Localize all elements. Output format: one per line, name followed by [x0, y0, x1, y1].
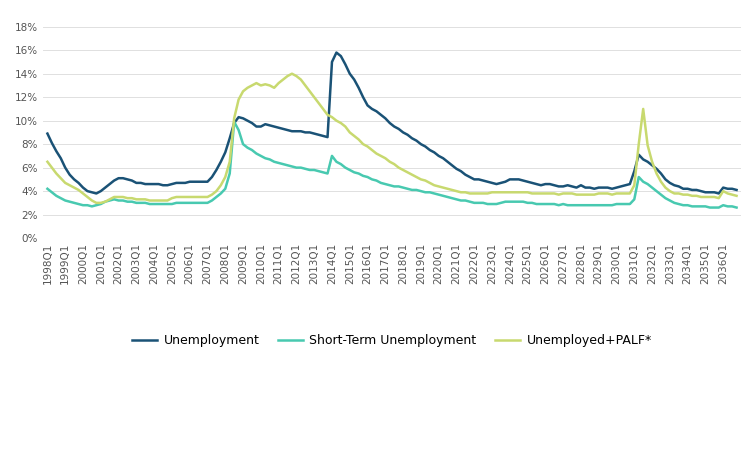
Line: Unemployed+PALF*: Unemployed+PALF*	[48, 74, 736, 203]
Unemployment	[221, 150, 230, 155]
Short-Term Unemployment	[216, 191, 225, 196]
Legend: Unemployment, Short-Term Unemployment, Unemployed+PALF*: Unemployment, Short-Term Unemployment, U…	[127, 329, 657, 352]
Unemployed+PALF*	[732, 193, 741, 198]
Short-Term Unemployment	[230, 119, 239, 125]
Unemployed+PALF*	[43, 159, 52, 164]
Unemployed+PALF*	[91, 200, 101, 206]
Short-Term Unemployment	[43, 186, 52, 191]
Unemployment	[608, 186, 617, 191]
Short-Term Unemployment	[305, 167, 314, 173]
Unemployment	[732, 187, 741, 193]
Unemployed+PALF*	[336, 120, 345, 126]
Unemployed+PALF*	[310, 94, 319, 100]
Unemployment	[528, 180, 537, 185]
Line: Unemployment: Unemployment	[48, 53, 736, 194]
Short-Term Unemployment	[603, 202, 612, 208]
Unemployment	[332, 50, 341, 55]
Short-Term Unemployment	[523, 200, 532, 206]
Short-Term Unemployment	[332, 159, 341, 164]
Short-Term Unemployment	[732, 205, 741, 210]
Line: Short-Term Unemployment: Short-Term Unemployment	[48, 122, 736, 207]
Unemployment	[305, 130, 314, 135]
Unemployment	[336, 54, 345, 59]
Short-Term Unemployment	[705, 205, 714, 210]
Unemployed+PALF*	[461, 189, 470, 195]
Unemployment	[43, 131, 52, 136]
Unemployment	[461, 172, 470, 177]
Unemployment	[91, 191, 101, 196]
Unemployed+PALF*	[221, 174, 230, 180]
Unemployed+PALF*	[528, 191, 537, 196]
Short-Term Unemployment	[457, 198, 466, 203]
Unemployed+PALF*	[608, 192, 617, 198]
Unemployed+PALF*	[287, 71, 296, 76]
